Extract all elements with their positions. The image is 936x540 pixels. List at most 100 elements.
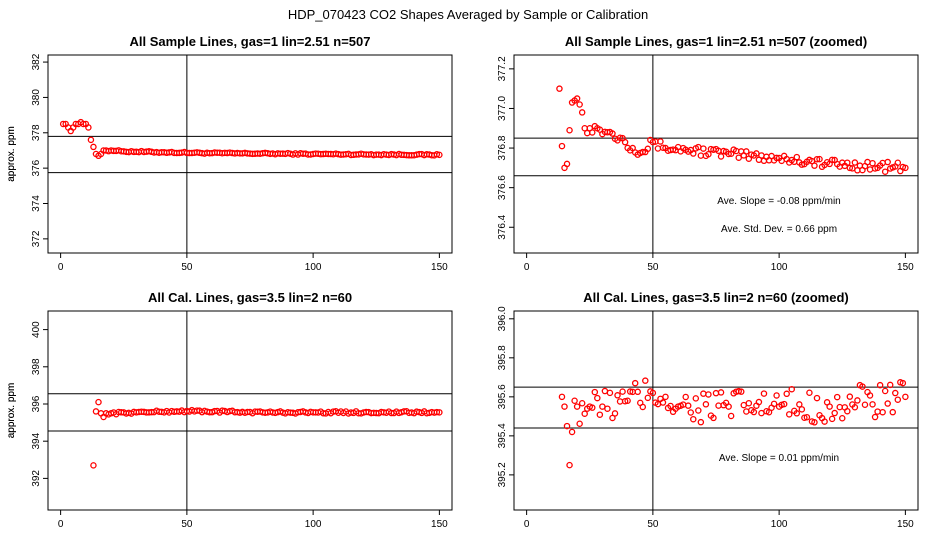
data-point xyxy=(727,412,735,420)
x-tick-label: 100 xyxy=(305,519,322,530)
data-point xyxy=(436,151,443,159)
data-point xyxy=(659,399,667,406)
y-tick-label: 392 xyxy=(31,470,42,487)
data-point xyxy=(816,155,823,163)
chart-title: All Cal. Lines, gas=3.5 lin=2 n=60 (zoom… xyxy=(583,290,849,305)
data-point xyxy=(758,152,765,159)
data-points xyxy=(59,118,443,160)
data-point xyxy=(854,397,861,404)
data-point xyxy=(894,396,902,403)
y-tick-label: 374 xyxy=(31,195,42,212)
data-point xyxy=(90,143,97,151)
data-point xyxy=(811,419,818,426)
data-point xyxy=(644,394,652,402)
data-point xyxy=(558,393,566,401)
data-point xyxy=(616,134,624,142)
annotation-text: Ave. Slope = -0.08 ppm/min xyxy=(717,196,841,207)
data-point xyxy=(705,391,712,398)
data-point xyxy=(566,461,573,469)
y-tick-label: 396 xyxy=(31,395,42,412)
y-tick-label: 395.4 xyxy=(497,423,508,448)
data-point xyxy=(793,410,801,417)
data-point xyxy=(828,156,836,164)
data-point xyxy=(902,393,909,401)
data-point xyxy=(566,126,573,134)
chart-panel-2: All Sample Lines, gas=1 lin=2.51 n=507 (… xyxy=(6,34,919,273)
data-point xyxy=(433,408,441,416)
data-point xyxy=(735,387,742,395)
data-point xyxy=(662,393,669,401)
data-point xyxy=(780,400,788,408)
data-point xyxy=(750,408,758,416)
x-tick-label: 100 xyxy=(305,262,322,273)
data-point xyxy=(85,124,92,131)
data-point xyxy=(735,154,742,161)
data-point xyxy=(611,410,619,417)
data-point xyxy=(642,377,649,384)
data-point xyxy=(869,159,876,167)
data-point xyxy=(828,415,836,423)
data-point xyxy=(788,385,796,393)
data-point xyxy=(596,411,604,418)
data-point xyxy=(639,148,647,156)
y-tick-label: 376.6 xyxy=(497,175,508,200)
data-point xyxy=(705,150,712,158)
y-axis-label: approx. ppm xyxy=(6,126,17,182)
data-point xyxy=(844,407,851,415)
y-tick-label: 378 xyxy=(31,124,42,141)
x-tick-label: 100 xyxy=(771,262,788,273)
plot-frame xyxy=(47,310,453,511)
data-point xyxy=(717,153,725,160)
data-point xyxy=(634,388,641,396)
data-point xyxy=(87,136,95,144)
data-point xyxy=(578,400,586,407)
data-point xyxy=(871,413,879,421)
data-point xyxy=(864,158,871,166)
annotation-text: Ave. Std. Dev. = 0.66 ppm xyxy=(721,224,837,235)
data-point xyxy=(621,138,629,146)
data-point xyxy=(591,388,599,396)
x-tick-label: 50 xyxy=(181,262,193,273)
data-point xyxy=(59,120,67,128)
data-point xyxy=(644,145,652,153)
data-point xyxy=(659,144,667,152)
data-points xyxy=(558,377,909,469)
x-tick-label: 150 xyxy=(431,519,448,530)
data-point xyxy=(760,390,768,397)
data-point xyxy=(738,388,745,395)
data-point xyxy=(813,155,821,163)
plot-frame xyxy=(47,54,453,254)
y-axis-label: approx. ppm xyxy=(6,126,17,182)
chart-title: All Cal. Lines, gas=3.5 lin=2 n=60 xyxy=(148,290,352,305)
data-point xyxy=(624,397,631,404)
x-tick-label: 50 xyxy=(647,519,659,530)
chart-title: All Sample Lines, gas=1 lin=2.51 n=507 (… xyxy=(565,34,867,49)
plot-frame xyxy=(513,54,919,254)
data-point xyxy=(879,408,886,416)
x-tick-label: 0 xyxy=(524,519,530,530)
data-point xyxy=(80,120,87,128)
y-tick-label: 398 xyxy=(31,358,42,375)
data-point xyxy=(889,408,897,416)
data-point xyxy=(743,148,750,155)
y-tick-label: 394 xyxy=(31,432,42,449)
data-point xyxy=(639,403,647,411)
chart-panel-3: All Cal. Lines, gas=3.5 lin=2 n=60 approx… xyxy=(6,290,453,530)
data-point xyxy=(876,381,884,389)
x-tick-label: 0 xyxy=(58,519,64,530)
data-point xyxy=(725,403,732,410)
y-tick-label: 377.2 xyxy=(497,56,508,81)
data-point xyxy=(695,407,702,414)
x-tick-label: 0 xyxy=(524,262,530,273)
data-point xyxy=(609,130,616,137)
data-point xyxy=(657,138,664,145)
annotation-text: Ave. Slope = 0.01 ppm/min xyxy=(719,453,839,464)
data-point xyxy=(667,402,674,410)
data-point xyxy=(861,401,869,409)
chart-panel-1: All Sample Lines, gas=1 lin=2.51 n=507 ap… xyxy=(6,34,453,273)
x-tick-label: 50 xyxy=(181,519,193,530)
data-point xyxy=(700,390,707,397)
data-point xyxy=(803,413,811,421)
y-tick-label: 396.0 xyxy=(497,306,508,331)
data-point xyxy=(869,401,876,408)
